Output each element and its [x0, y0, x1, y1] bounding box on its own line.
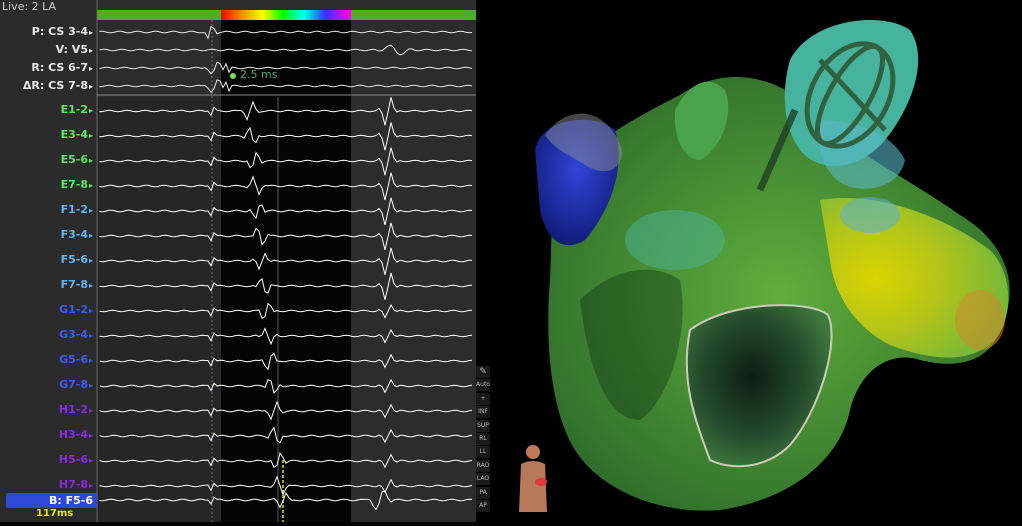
- view-button[interactable]: LAO: [476, 473, 490, 486]
- channel-trace: [99, 327, 473, 346]
- channel-label[interactable]: H7-8: [59, 478, 93, 491]
- channel-labels: P: CS 3-4 V: V5 R: CS 6-7 ΔR: CS 7-8 E1-2 E3-…: [0, 0, 97, 522]
- window-bar-right: [351, 10, 476, 20]
- channel-trace: [99, 97, 473, 126]
- bottom-channel-label: B: F5-6: [49, 494, 93, 507]
- view-button[interactable]: AP: [476, 499, 490, 512]
- egm-panel[interactable]: 2.5 ms Live: 2 LA P: CS 3-4 V: V5 R: CS 6-…: [0, 0, 476, 522]
- ref-channel-label[interactable]: R: CS 6-7: [31, 61, 93, 74]
- ref-channel-label[interactable]: V: V5: [56, 43, 93, 56]
- measurement-label: 2.5 ms: [240, 68, 278, 81]
- view-button[interactable]: INF: [476, 406, 490, 419]
- view-button[interactable]: RL: [476, 432, 490, 445]
- channel-label[interactable]: E5-6: [61, 153, 93, 166]
- channel-label[interactable]: E7-8: [61, 178, 93, 191]
- view-buttons: ✎ Auto + INF SUP RL LL RAO LAO PA AP: [476, 366, 490, 513]
- pre-window-shade: [97, 97, 221, 522]
- channel-label[interactable]: E1-2: [61, 103, 93, 116]
- ref-trace: [99, 44, 473, 56]
- channel-trace: [99, 352, 473, 371]
- view-button[interactable]: SUP: [476, 419, 490, 432]
- 3d-map-view[interactable]: [490, 0, 1022, 522]
- channel-trace: [99, 222, 473, 251]
- bottom-channel-ms: 117ms: [36, 508, 74, 519]
- ref-channel-label[interactable]: P: CS 3-4: [32, 25, 93, 38]
- channel-label[interactable]: G3-4: [59, 328, 93, 341]
- view-button[interactable]: Auto: [476, 379, 490, 392]
- channel-trace: [99, 147, 473, 176]
- window-bar-left: [97, 10, 221, 20]
- channel-trace: [99, 247, 472, 275]
- view-button[interactable]: PA: [476, 486, 490, 499]
- ref-trace: [99, 61, 473, 75]
- measurement-point: [230, 73, 236, 79]
- channel-trace: [99, 475, 473, 497]
- channel-trace: [99, 426, 473, 444]
- channel-label[interactable]: F5-6: [61, 253, 93, 266]
- channel-label[interactable]: F3-4: [61, 228, 93, 241]
- ref-trace: [99, 79, 473, 94]
- live-map-label: Live: 2 LA: [2, 0, 57, 13]
- channel-trace: [99, 122, 473, 151]
- bottom-channel-trace: [99, 490, 473, 511]
- view-button[interactable]: RAO: [476, 459, 490, 472]
- channel-label[interactable]: G5-6: [59, 353, 93, 366]
- channel-label[interactable]: G7-8: [59, 378, 93, 391]
- torso-orientation-icon[interactable]: [515, 442, 555, 520]
- view-button[interactable]: +: [476, 392, 490, 405]
- selected-channel-badge[interactable]: B: F5-6: [6, 493, 97, 508]
- color-scale-bar: [221, 10, 351, 20]
- channel-trace: [99, 451, 473, 469]
- channel-label[interactable]: F7-8: [61, 278, 93, 291]
- channel-label[interactable]: F1-2: [61, 203, 93, 216]
- channel-trace: [99, 302, 473, 320]
- channel-trace: [99, 172, 473, 201]
- channel-label[interactable]: G1-2: [59, 303, 93, 316]
- pin-icon[interactable]: ✎: [476, 366, 490, 378]
- ref-trace: [99, 25, 473, 40]
- view-button[interactable]: LL: [476, 446, 490, 459]
- la-anatomy-map[interactable]: [490, 0, 1022, 522]
- channel-trace: [99, 378, 473, 395]
- channel-trace: [99, 272, 473, 300]
- channel-trace: [99, 197, 473, 226]
- channel-label[interactable]: H1-2: [59, 403, 93, 416]
- channel-trace: [99, 400, 473, 421]
- channel-label[interactable]: H3-4: [59, 428, 93, 441]
- channel-label[interactable]: H5-6: [59, 453, 93, 466]
- egm-traces[interactable]: 2.5 ms: [0, 0, 476, 522]
- channel-label[interactable]: E3-4: [61, 128, 93, 141]
- ref-channel-label[interactable]: ΔR: CS 7-8: [23, 79, 93, 92]
